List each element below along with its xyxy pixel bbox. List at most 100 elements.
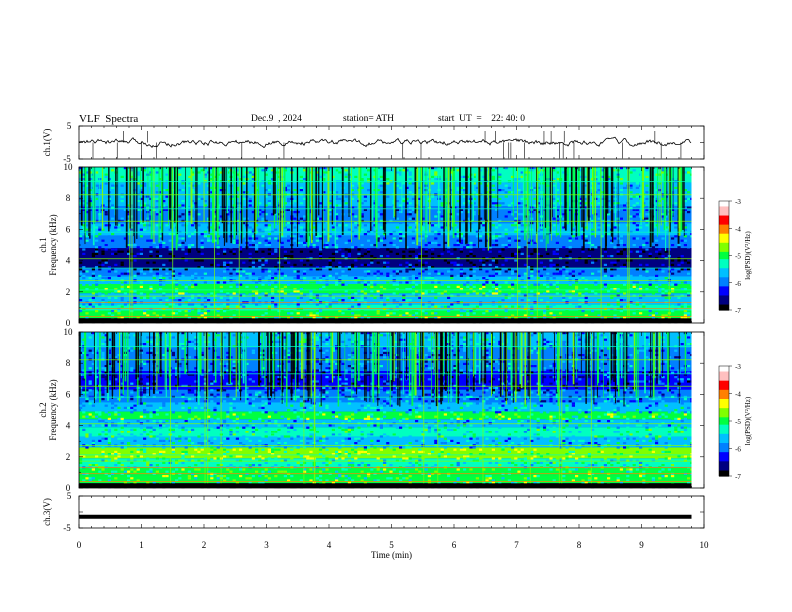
spectrogram-cell [629,186,633,189]
spectrogram-cell [421,263,425,266]
spectrogram-cell [235,186,239,189]
spectrogram-cell [242,314,246,317]
spectrogram-cell [331,347,335,350]
spectrogram-cell [562,266,566,269]
sferic-streak [551,167,553,218]
spectrogram-cell [504,281,508,284]
spectrogram-cell [255,285,259,288]
spectrogram-cell [175,277,179,280]
spectrogram-cell [683,178,687,181]
spectrogram-cell [319,235,323,238]
spectrogram-cell [491,175,495,178]
spectrogram-cell [543,312,547,315]
spectrogram-cell [95,235,99,238]
spectrogram-cell [376,215,380,218]
spectrogram-cell [335,204,339,207]
spectrogram-cell [338,173,342,176]
spectrogram-cell [565,204,569,207]
spectrogram-cell [85,316,89,319]
spectrogram-cell [280,299,284,302]
spectrogram-cell [290,266,294,269]
spectrogram-cell [642,244,646,247]
spectrogram-cell [578,354,582,357]
sferic-streak [168,167,171,220]
spectrogram-cell [661,167,665,170]
spectrogram-cell [466,195,470,198]
full-height-streak [238,167,240,319]
spectrogram-cell [642,349,646,352]
spectrogram-cell [277,197,281,200]
spectrogram-cell [453,244,457,247]
spectrogram-cell [603,255,607,258]
spectrogram-cell [680,239,684,242]
sferic-streak [359,167,362,233]
spectrogram-cell [517,189,521,192]
spectrogram-cell [415,255,419,258]
spectrogram-cell [267,202,271,205]
spectrogram-cell [287,283,291,286]
spectrogram-cell [427,338,431,341]
spectrogram-cell [274,303,278,306]
spectrogram-cell [399,338,403,341]
spectrogram-cell [293,211,297,214]
spectrogram-cell [299,316,303,319]
spectrogram-cell [389,175,393,178]
spectrogram-cell [187,303,191,306]
spectrogram-cell [171,239,175,242]
spectrogram-cell [482,292,486,295]
spectrogram-cell [463,343,467,346]
spectrogram-cell [127,250,131,253]
spectrogram-cell [331,248,335,251]
spectrogram-cell [440,217,444,220]
spectrogram-cell [363,305,367,308]
spectrogram-cell [315,226,319,229]
spectrogram-cell [95,239,99,242]
spectrogram-cell [664,296,668,299]
spectrogram-cell [405,244,409,247]
spectrogram-cell [104,248,108,251]
spectrogram-cell [136,171,140,174]
spectrogram-cell [434,316,438,319]
spectrogram-cell [453,248,457,251]
spectrogram-cell [251,334,255,337]
spectrogram-cell [549,296,553,299]
spectrogram-cell [239,270,243,273]
spectrogram-cell [578,303,582,306]
spectrogram-cell [427,272,431,275]
spectrogram-cell [123,208,127,211]
spectrogram-cell [379,272,383,275]
spectrogram-cell [287,356,291,359]
spectrogram-cell [495,237,499,240]
spectrogram-cell [107,347,111,350]
spectrogram-cell [418,186,422,189]
spectrogram-cell [683,314,687,317]
sferic-streak [447,167,450,247]
spectrogram-cell [405,186,409,189]
spectrogram-cell [408,173,412,176]
spectrogram-cell [539,347,543,350]
spectrogram-cell [239,178,243,181]
spectrogram-cell [431,303,435,306]
spectrogram-cell [181,182,185,185]
spectrogram-cell [479,266,483,269]
spectrogram-cell [82,191,86,194]
spectrogram-cell [258,296,262,299]
spectrogram-cell [155,248,159,251]
spectrogram-cell [248,244,252,247]
spectrogram-cell [111,312,115,315]
spectrogram-cell [299,296,303,299]
spectrogram-cell [331,175,335,178]
spectrogram-cell [536,292,540,295]
spectrogram-cell [88,303,92,306]
spectrogram-cell [386,255,390,258]
spectrogram-cell [495,259,499,262]
spectrogram-cell [600,211,604,214]
spectrogram-cell [517,285,521,288]
spectrogram-cell [459,268,463,271]
spectrogram-cell [418,259,422,262]
spectrogram-cell [543,169,547,172]
spectrogram-cell [155,268,159,271]
spectrogram-cell [322,296,326,299]
spectrogram-cell [82,204,86,207]
spectrogram-cell [178,189,182,192]
